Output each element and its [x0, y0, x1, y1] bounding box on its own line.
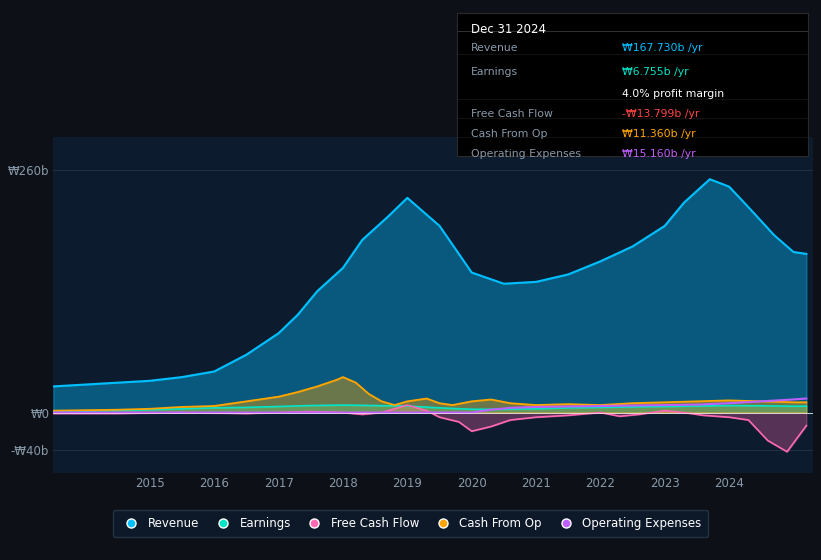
Text: ₩6.755b /yr: ₩6.755b /yr	[622, 67, 689, 77]
Text: Cash From Op: Cash From Op	[471, 129, 548, 138]
Text: Revenue: Revenue	[471, 43, 519, 53]
Text: -₩13.799b /yr: -₩13.799b /yr	[622, 109, 699, 119]
Text: Earnings: Earnings	[471, 67, 518, 77]
Text: 4.0% profit margin: 4.0% profit margin	[622, 88, 724, 99]
Text: Dec 31 2024: Dec 31 2024	[471, 23, 546, 36]
Legend: Revenue, Earnings, Free Cash Flow, Cash From Op, Operating Expenses: Revenue, Earnings, Free Cash Flow, Cash …	[112, 510, 709, 537]
Text: ₩11.360b /yr: ₩11.360b /yr	[622, 129, 695, 138]
Text: ₩15.160b /yr: ₩15.160b /yr	[622, 148, 695, 158]
Text: Operating Expenses: Operating Expenses	[471, 148, 581, 158]
Text: Free Cash Flow: Free Cash Flow	[471, 109, 553, 119]
Text: ₩167.730b /yr: ₩167.730b /yr	[622, 43, 703, 53]
